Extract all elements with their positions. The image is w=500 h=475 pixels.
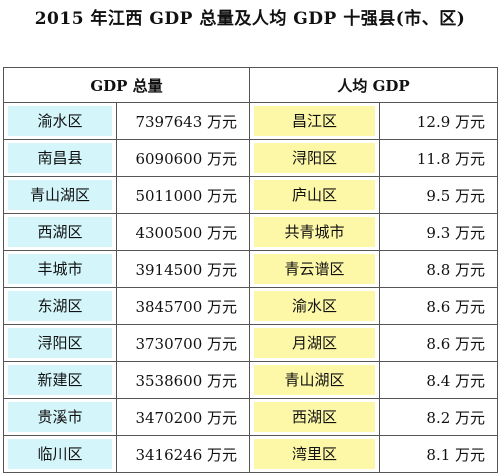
name-cell: 浔阳区 <box>3 324 117 362</box>
cell-text: 西湖区 <box>254 402 376 432</box>
value-cell: 11.8 万元 <box>379 139 499 177</box>
cell-text: 湾里区 <box>254 439 376 469</box>
value-cell: 9.3 万元 <box>379 213 499 251</box>
table-row: 东湖区 3845700 万元 渝水区 8.6 万元 <box>3 287 499 325</box>
cell-text: 青山湖区 <box>8 180 112 210</box>
table-row: 临川区 3416246 万元 湾里区 8.1 万元 <box>3 435 499 473</box>
value-cell: 8.2 万元 <box>379 398 499 436</box>
value-cell: 3416246 万元 <box>115 435 251 473</box>
name-cell: 庐山区 <box>249 176 381 214</box>
name-cell: 南昌县 <box>3 139 117 177</box>
name-cell: 西湖区 <box>3 213 117 251</box>
table-row: 西湖区 4300500 万元 共青城市 9.3 万元 <box>3 213 499 251</box>
table-row: 浔阳区 3730700 万元 月湖区 8.6 万元 <box>3 324 499 362</box>
value-cell: 5011000 万元 <box>115 176 251 214</box>
table: GDP 总量 人均 GDP 渝水区 7397643 万元 昌江区 12.9 万元 南昌县… <box>2 67 499 473</box>
cell-text: 渝水区 <box>254 291 376 321</box>
table-row: 丰城市 3914500 万元 青云谱区 8.8 万元 <box>3 250 499 288</box>
value-cell: 8.8 万元 <box>379 250 499 288</box>
value-cell: 3914500 万元 <box>115 250 251 288</box>
name-cell: 浔阳区 <box>249 139 381 177</box>
name-cell: 昌江区 <box>249 102 381 140</box>
cell-text: 浔阳区 <box>254 143 376 173</box>
cell-text: 南昌县 <box>8 143 112 173</box>
name-cell: 青山湖区 <box>249 361 381 399</box>
table-row: 新建区 3538600 万元 青山湖区 8.4 万元 <box>3 361 499 399</box>
value-cell: 3730700 万元 <box>115 324 251 362</box>
name-cell: 新建区 <box>3 361 117 399</box>
table-body: 渝水区 7397643 万元 昌江区 12.9 万元 南昌县 6090600 万元 浔阳区 1… <box>3 102 499 473</box>
value-cell: 8.1 万元 <box>379 435 499 473</box>
name-cell: 青云谱区 <box>249 250 381 288</box>
name-cell: 临川区 <box>3 435 117 473</box>
name-cell: 贵溪市 <box>3 398 117 436</box>
cell-text: 昌江区 <box>254 106 376 136</box>
name-cell: 月湖区 <box>249 324 381 362</box>
value-cell: 6090600 万元 <box>115 139 251 177</box>
table-row: 南昌县 6090600 万元 浔阳区 11.8 万元 <box>3 139 499 177</box>
value-cell: 7397643 万元 <box>115 102 251 140</box>
title: 2015 年江西 GDP 总量及人均 GDP 十强县(市、区) <box>34 9 466 29</box>
name-cell: 丰城市 <box>3 250 117 288</box>
cell-text: 青云谱区 <box>254 254 376 284</box>
name-cell: 渝水区 <box>3 102 117 140</box>
value-cell: 12.9 万元 <box>379 102 499 140</box>
cell-text: 丰城市 <box>8 254 112 284</box>
cell-text: 渝水区 <box>8 106 112 136</box>
table-row: 渝水区 7397643 万元 昌江区 12.9 万元 <box>3 102 499 140</box>
name-cell: 湾里区 <box>249 435 381 473</box>
value-cell: 3538600 万元 <box>115 361 251 399</box>
name-cell: 东湖区 <box>3 287 117 325</box>
cell-text: 浔阳区 <box>8 328 112 358</box>
value-cell: 3845700 万元 <box>115 287 251 325</box>
cell-text: 东湖区 <box>8 291 112 321</box>
value-cell: 9.5 万元 <box>379 176 499 214</box>
cell-text: 月湖区 <box>254 328 376 358</box>
cell-text: 临川区 <box>8 439 112 469</box>
name-cell: 渝水区 <box>249 287 381 325</box>
header-cell: GDP 总量 <box>2 67 251 103</box>
value-cell: 8.4 万元 <box>379 361 499 399</box>
cell-text: 共青城市 <box>254 217 376 247</box>
value-cell: 8.6 万元 <box>379 287 499 325</box>
table-row: 青山湖区 5011000 万元 庐山区 9.5 万元 <box>3 176 499 214</box>
name-cell: 西湖区 <box>249 398 381 436</box>
cell-text: 新建区 <box>8 365 112 395</box>
cell-text: 西湖区 <box>8 217 112 247</box>
name-cell: 青山湖区 <box>3 176 117 214</box>
header-cell: 人均 GDP <box>249 67 499 103</box>
value-cell: 4300500 万元 <box>115 213 251 251</box>
table-row: 贵溪市 3470200 万元 西湖区 8.2 万元 <box>3 398 499 436</box>
header-row: GDP 总量 人均 GDP <box>2 67 499 103</box>
value-cell: 8.6 万元 <box>379 324 499 362</box>
cell-text: 青山湖区 <box>254 365 376 395</box>
cell-text: 贵溪市 <box>8 402 112 432</box>
value-cell: 3470200 万元 <box>115 398 251 436</box>
cell-text: 庐山区 <box>254 180 376 210</box>
name-cell: 共青城市 <box>249 213 381 251</box>
